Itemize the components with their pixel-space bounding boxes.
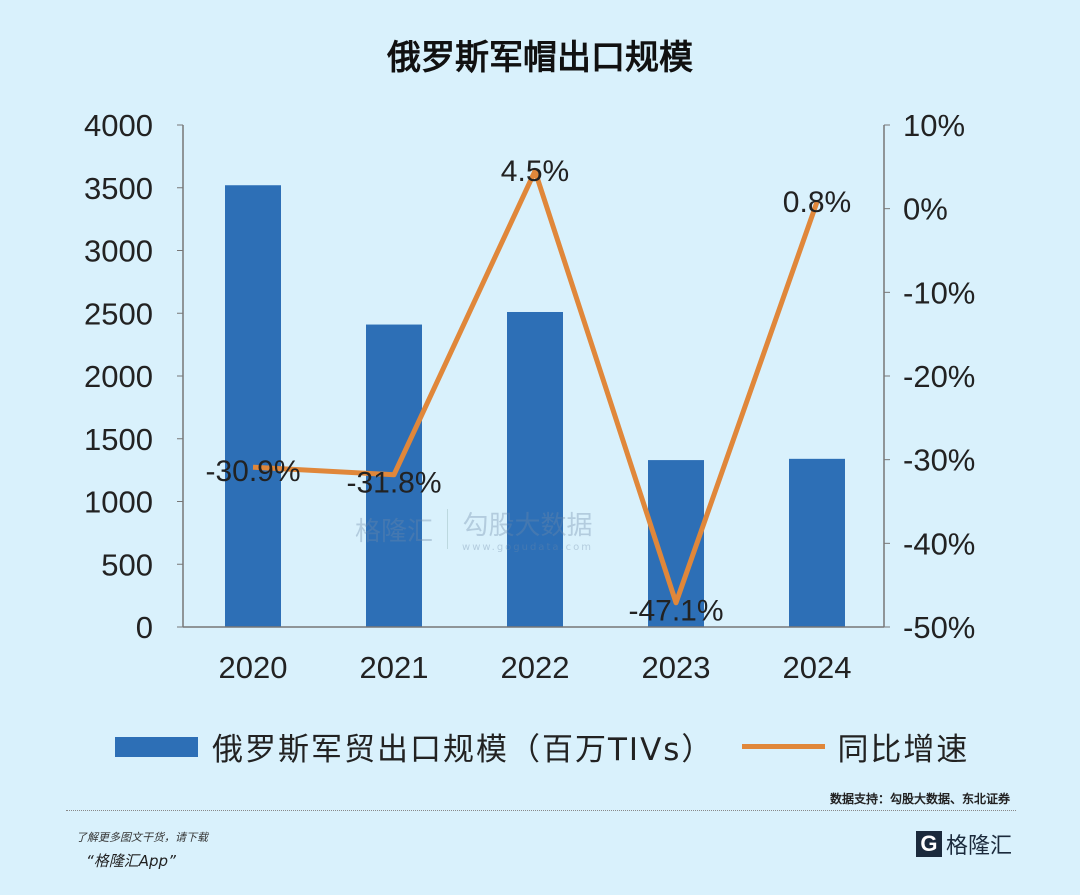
right-tick-label: -20% [903, 359, 975, 394]
watermark-brand: 格隆汇 [355, 516, 434, 547]
right-tick-label: 10% [903, 108, 965, 143]
x-tick-label: 2024 [783, 650, 852, 685]
x-tick-label: 2020 [219, 650, 288, 685]
legend-bar-label: 俄罗斯军贸出口规模（百万TIVs） [212, 732, 715, 768]
chart-title: 俄罗斯军帽出口规模 [387, 38, 693, 78]
x-tick-label: 2022 [501, 650, 570, 685]
bar-2020 [225, 185, 281, 628]
legend: 俄罗斯军贸出口规模（百万TIVs） 同比增速 [115, 724, 969, 769]
left-tick-label: 500 [101, 547, 153, 582]
legend-line-swatch [742, 744, 826, 749]
watermark-brand2: 勾股大数据 [462, 511, 593, 541]
left-tick-label: 4000 [84, 108, 153, 143]
data-label: -47.1% [628, 595, 723, 628]
left-tick-label: 1000 [84, 485, 153, 520]
bar-2022 [507, 311, 563, 627]
data-label: -30.9% [205, 455, 300, 488]
right-tick-label: -40% [903, 526, 975, 561]
logo: G 格隆汇 [915, 828, 1012, 860]
x-tick-label: 2021 [360, 650, 429, 685]
watermark: 格隆汇 勾股大数据 www.gogudata.com [355, 505, 593, 553]
logo-g-icon: G [915, 831, 942, 857]
right-tick-label: 0% [903, 192, 948, 227]
logo-text: 格隆汇 [945, 834, 1012, 859]
promo-line-1: 了解更多图文干货，请下载 [76, 831, 208, 844]
right-tick-label: -30% [903, 443, 975, 478]
chart: 0 500 1000 1500 2000 2500 3000 3500 4000 -50% -40%… [84, 108, 975, 685]
divider [66, 810, 1016, 811]
legend-bar-swatch [115, 736, 198, 757]
left-tick-label: 2500 [84, 296, 153, 331]
source-note: 数据支持：勾股大数据、东北证券 [829, 792, 1010, 806]
left-tick-label: 0 [136, 610, 153, 645]
left-tick-label: 1500 [84, 422, 153, 457]
legend-line-label: 同比增速 [837, 732, 970, 768]
watermark-separator [447, 509, 449, 549]
left-tick-label: 3500 [84, 171, 153, 206]
right-tick-label: -50% [903, 610, 975, 645]
bar-2024 [789, 458, 845, 627]
x-tick-label: 2023 [642, 650, 711, 685]
watermark-url: www.gogudata.com [462, 542, 594, 553]
promo-line-2: “格隆汇App” [86, 852, 176, 870]
right-tick-label: -10% [903, 275, 975, 310]
data-label: 4.5% [501, 155, 569, 188]
left-tick-label: 2000 [84, 359, 153, 394]
data-label: 0.8% [783, 186, 851, 219]
left-tick-label: 3000 [84, 234, 153, 269]
data-label: -31.8% [346, 467, 441, 500]
